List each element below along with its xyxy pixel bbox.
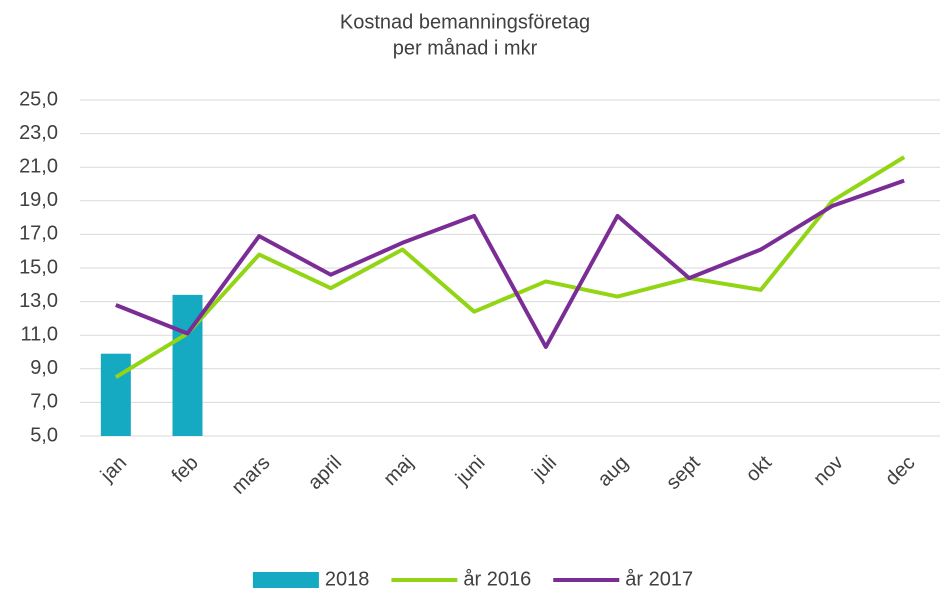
y-tick-label: 21,0 [19,155,58,177]
x-tick-label: april [304,452,346,494]
x-tick-label: sept [662,451,705,494]
y-tick-label: 17,0 [19,223,58,245]
bar [100,353,131,436]
x-tick-label: mars [227,452,274,499]
legend-label: år 2016 [463,568,531,590]
y-tick-label: 5,0 [30,424,58,446]
legend-label: 2018 [325,568,370,590]
x-tick-label: juli [528,452,562,486]
chart-title: per månad i mkr [393,37,538,59]
x-tick-label: nov [809,452,847,490]
y-tick-label: 23,0 [19,122,58,144]
y-tick-label: 9,0 [30,357,58,379]
x-tick-label: jan [96,452,131,487]
y-tick-label: 11,0 [21,323,58,345]
y-tick-label: 13,0 [19,290,58,312]
legend-label: år 2017 [625,568,693,590]
line [115,178,905,349]
x-tick-label: juni [451,452,489,490]
y-tick-label: 15,0 [19,256,58,278]
x-tick-label: dec [881,452,919,490]
line [114,155,906,379]
legend-swatch [252,572,319,588]
y-tick-label: 7,0 [30,391,58,413]
chart-title: Kostnad bemanningsföretag [340,11,590,33]
y-tick-label: 25,0 [19,88,58,110]
y-tick-label: 19,0 [19,189,58,211]
x-tick-label: feb [168,452,203,487]
x-tick-label: okt [742,451,777,486]
x-tick-label: aug [594,452,633,491]
x-tick-label: maj [379,452,417,490]
